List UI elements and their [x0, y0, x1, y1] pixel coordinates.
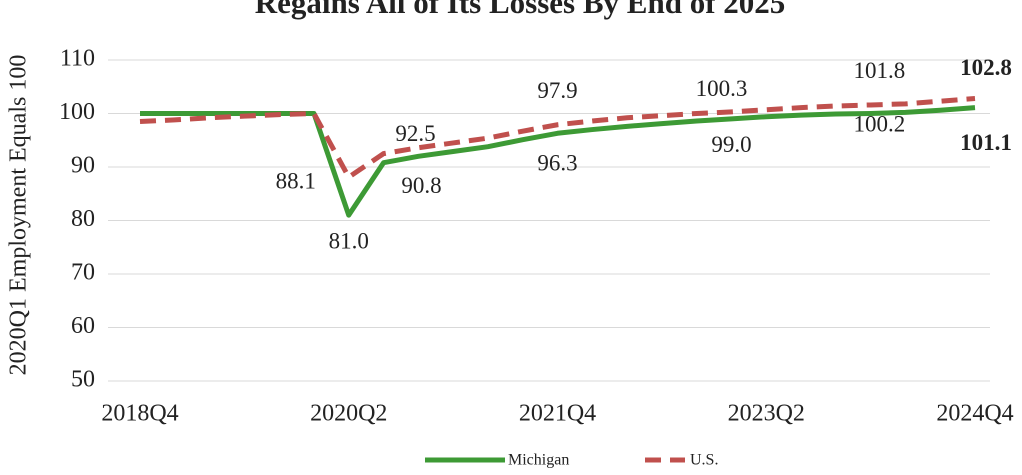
y-axis-label: 2020Q1 Employment Equals 100	[6, 55, 32, 376]
x-tick-label: 2021Q4	[519, 401, 596, 427]
legend-label: U.S.	[690, 452, 718, 469]
data-label: 101.8	[854, 58, 906, 83]
data-label: 100.2	[854, 112, 906, 137]
x-tick-label: 2018Q4	[101, 401, 178, 427]
data-label: 102.8	[960, 55, 1012, 80]
series-line	[139, 96, 976, 180]
y-tick-label: 100	[59, 99, 95, 125]
data-label: 101.1	[960, 130, 1012, 155]
y-tick-label: 60	[71, 313, 95, 339]
y-tick-label: 110	[60, 46, 95, 72]
x-tick-label: 2020Q2	[310, 401, 387, 427]
data-label: 99.0	[711, 132, 751, 157]
data-label: 100.3	[696, 76, 748, 101]
chart-title: Regains All of Its Losses By End of 2025	[255, 0, 786, 20]
y-tick-label: 90	[71, 153, 95, 179]
x-tick-label: 2024Q4	[936, 401, 1013, 427]
data-label: 92.5	[395, 121, 435, 146]
data-label: 96.3	[537, 151, 577, 176]
data-label: 88.1	[276, 168, 316, 193]
data-label: 97.9	[537, 78, 577, 103]
y-tick-label: 70	[71, 260, 95, 286]
legend-label: Michigan	[508, 452, 569, 469]
y-tick-label: 80	[71, 206, 95, 232]
y-tick-label: 50	[71, 367, 95, 393]
data-label: 81.0	[329, 228, 369, 253]
data-label: 90.8	[401, 173, 441, 198]
x-tick-label: 2023Q2	[728, 401, 805, 427]
